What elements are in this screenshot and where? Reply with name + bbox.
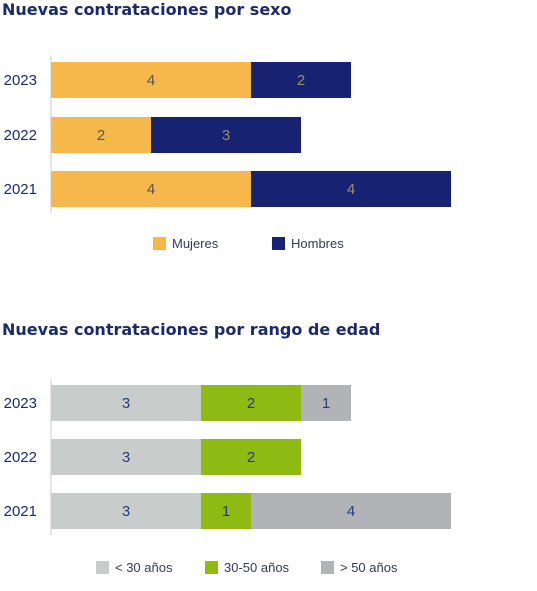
legend-swatch (205, 561, 218, 574)
bar-segment (51, 171, 251, 207)
bar-segment (201, 493, 251, 529)
data-label: 3 (122, 395, 130, 412)
bar-segment (251, 62, 351, 98)
y-tick-label: 2023 (4, 395, 37, 412)
legend-swatch (153, 237, 166, 250)
bar-segment (251, 493, 451, 529)
bar-segment (251, 171, 451, 207)
bar-segment (201, 439, 301, 475)
data-label: 2 (247, 449, 255, 466)
data-label: 2 (297, 72, 305, 89)
data-label: 3 (222, 127, 230, 144)
chart-sex: 2023 4 2 2022 2 3 2021 4 4 Mujeres Hombres (4, 56, 451, 251)
data-label: 1 (222, 503, 230, 520)
bar-segment (51, 117, 151, 153)
legend-label: Mujeres (172, 236, 219, 251)
legend-swatch (321, 561, 334, 574)
data-label: 1 (322, 395, 330, 412)
chart-age: 2023 3 2 1 2022 3 2 2021 3 1 4 < 30 años 30-50 años >… (4, 379, 451, 575)
legend-label: Hombres (291, 236, 344, 251)
y-tick-label: 2023 (4, 72, 37, 89)
data-label: 4 (147, 181, 155, 198)
data-label: 3 (122, 503, 130, 520)
legend-swatch (96, 561, 109, 574)
data-label: 3 (122, 449, 130, 466)
chart-title-age: Nuevas contrataciones por rango de edad (2, 320, 381, 339)
legend-swatch (272, 237, 285, 250)
bar-segment (301, 385, 351, 421)
bar-segment (51, 493, 201, 529)
legend-label: < 30 años (115, 560, 173, 575)
y-tick-label: 2021 (4, 181, 37, 198)
bar-segment (201, 385, 301, 421)
data-label: 4 (347, 181, 355, 198)
legend-label: > 50 años (340, 560, 398, 575)
y-tick-label: 2021 (4, 503, 37, 520)
y-tick-label: 2022 (4, 127, 37, 144)
data-label: 2 (247, 395, 255, 412)
chart-title-sex: Nuevas contrataciones por sexo (2, 0, 292, 19)
data-label: 2 (97, 127, 105, 144)
bar-segment (51, 385, 201, 421)
bar-segment (51, 62, 251, 98)
data-label: 4 (347, 503, 355, 520)
legend-label: 30-50 años (224, 560, 290, 575)
data-label: 4 (147, 72, 155, 89)
bar-segment (51, 439, 201, 475)
y-tick-label: 2022 (4, 449, 37, 466)
bar-segment (151, 117, 301, 153)
